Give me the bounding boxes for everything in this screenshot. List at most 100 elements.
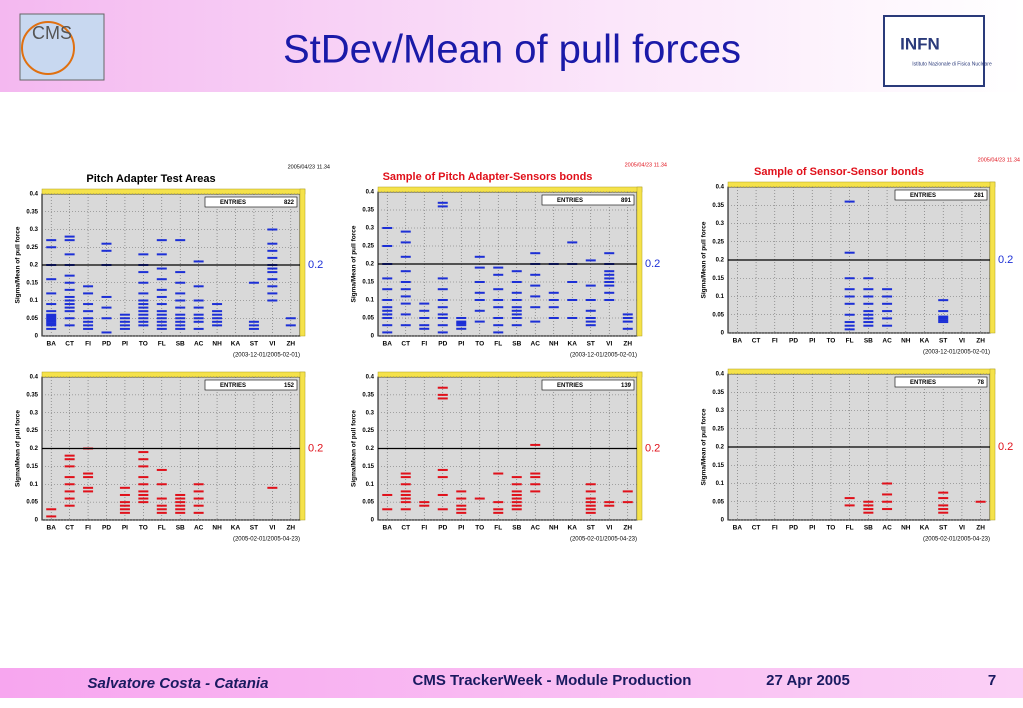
y-tick-label: 0.2 [30,446,39,452]
pull-dash [64,295,75,298]
x-tick-label: PI [122,525,128,532]
pull-dash [156,239,167,242]
pull-dash [548,291,559,294]
x-tick-label: BA [733,525,743,532]
y-tick-label: 0.25 [362,244,374,250]
pull-dash [938,315,949,318]
pull-dash [863,302,874,305]
pull-dash [493,299,504,301]
y-tick-label: 0.35 [362,208,374,214]
pull-dash [382,227,393,229]
pull-dash [156,511,167,514]
x-tick-label: AC [194,341,204,348]
y-tick-label: 0.35 [26,209,38,215]
pull-dash [844,497,855,500]
pull-dash [101,295,112,298]
pull-dash [46,317,57,320]
pull-dash [212,324,223,327]
pull-dash [622,313,633,316]
pull-dash [156,317,167,320]
frame-strip-top [41,188,306,195]
pull-dash [400,324,411,327]
y-tick-label: 0.3 [716,408,725,414]
pull-dash [882,317,893,320]
pull-dash [267,228,278,231]
pull-dash [585,259,596,262]
x-tick-label: PD [438,525,447,532]
pull-dash [156,267,167,270]
pull-dash [46,278,57,281]
pull-dash [83,320,94,323]
y-tick-label: 0.1 [366,298,375,304]
pull-dash [863,310,874,313]
pull-dash [511,281,522,283]
pull-dash [156,303,167,306]
x-tick-label: ST [939,338,947,345]
y-tick-label: 0.05 [712,499,724,505]
pull-dash [511,317,522,319]
timestamp: 2005/04/23 11.34 [288,164,330,170]
entries-box [541,194,635,206]
pull-dash [548,299,559,301]
pull-dash [138,317,149,320]
pull-dash [175,320,186,323]
pull-dash [493,266,504,269]
pull-dash [456,317,467,319]
x-tick-label: PI [458,341,464,348]
x-tick-label: SB [512,341,521,348]
frame-strip-right [299,188,306,337]
pull-dash [604,291,615,294]
x-tick-label: NH [212,525,222,532]
pull-dash [175,317,186,320]
pull-dash [419,309,430,312]
chart-title: Sample of Sensor-Sensor bonds [754,166,924,178]
pull-dash [844,313,855,316]
y-tick-label: 0.05 [26,500,38,506]
x-tick-label: CT [752,525,761,532]
pull-dash [156,327,167,330]
pull-dash [400,230,411,233]
pull-dash [863,508,874,511]
pull-dash [882,508,893,511]
pull-dash [382,306,393,309]
entries-box [204,379,298,391]
x-tick-label: PD [789,525,798,532]
pull-dash [119,320,130,323]
threshold-label: 0.2 [308,259,323,271]
x-tick-label: PD [789,338,798,345]
infn-logo-text: INFN [900,34,940,53]
frame-strip-right [989,368,996,521]
period-label: (2003-12-01/2005-02-01) [570,353,637,359]
pull-dash [437,313,448,316]
threshold-label: 0.2 [998,254,1013,266]
y-tick-label: 0.35 [712,390,724,396]
pull-dash [193,299,204,302]
pull-dash [156,324,167,327]
x-tick-label: TO [475,341,484,348]
pull-dash [437,397,448,400]
pull-dash [193,285,204,288]
y-tick-label: 0.15 [362,280,374,286]
x-tick-label: FL [846,525,854,532]
x-tick-label: AC [882,525,892,532]
y-tick-label: 0.15 [26,464,38,470]
pull-dash [64,483,75,486]
pull-dash [267,486,278,489]
x-tick-label: SB [512,525,521,532]
pull-dash [83,486,94,489]
pull-dash [119,313,130,316]
pull-dash [437,324,448,327]
x-tick-label: FI [85,525,91,532]
x-tick-label: BA [733,338,743,345]
pull-dash [267,242,278,245]
y-tick-label: 0.2 [366,262,375,268]
pull-dash [285,324,296,327]
x-tick-label: ZH [623,341,632,348]
pull-dash [474,281,485,283]
x-tick-label: CT [65,525,74,532]
x-tick-label: NH [549,525,559,532]
pull-dash [437,306,448,309]
pull-dash [138,497,149,500]
pull-dash [585,284,596,287]
